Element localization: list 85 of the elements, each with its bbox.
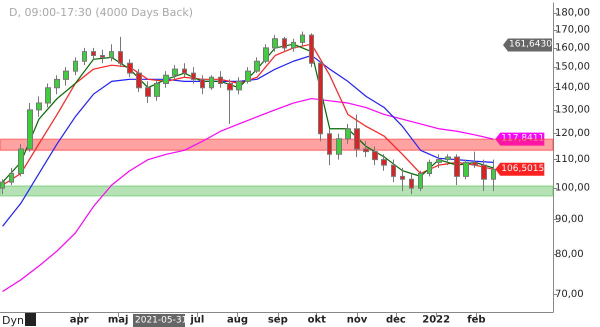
candlestick (318, 60, 323, 142)
candlestick (263, 44, 269, 64)
candlestick (372, 146, 378, 166)
x-tick-label: okt (308, 314, 326, 326)
candlestick (0, 178, 5, 195)
candlestick (381, 154, 387, 172)
candlestick (9, 167, 14, 186)
y-tick-label: 120,00 (555, 128, 590, 140)
y-tick-label: 110,00 (555, 154, 590, 166)
candlestick (172, 64, 178, 80)
candlestick (391, 159, 396, 183)
candlestick (309, 32, 314, 68)
y-tick-label: 130,00 (555, 104, 590, 116)
candlestick (491, 159, 496, 192)
candlestick (182, 62, 187, 78)
candlestick (63, 66, 69, 86)
data-label: 117,8411 (501, 134, 544, 144)
candlestick (409, 173, 414, 195)
candlestick (118, 36, 123, 68)
x-tick-label: nov (346, 314, 368, 326)
candlestick (481, 159, 487, 192)
line-series (2, 98, 494, 292)
candlestick (154, 78, 160, 102)
candlestick (218, 70, 223, 88)
candlestick (27, 102, 33, 152)
annotation: 161,6430 (509, 40, 552, 50)
y-tick-label: 90,00 (555, 214, 584, 225)
candlestick (400, 167, 405, 192)
candlestick (436, 154, 442, 168)
candlestick (100, 49, 105, 64)
candlestick (245, 66, 251, 84)
candlestick (73, 56, 78, 76)
candlestick (300, 31, 305, 47)
y-tick-label: 100,00 (555, 182, 590, 194)
candlestick (227, 78, 233, 124)
candlestick (463, 159, 469, 180)
candlestick (445, 154, 451, 166)
candlestick (145, 80, 151, 104)
candlestick (336, 133, 342, 160)
x-tick-label: dec (386, 314, 406, 326)
candlestick (18, 143, 24, 177)
data-label: 106,5015 (501, 164, 544, 174)
candlestick (91, 47, 96, 60)
candlestick (54, 74, 60, 95)
x-tick-label: apr (70, 314, 89, 326)
candlestick (109, 44, 114, 62)
y-tick-label: 140,00 (555, 82, 590, 94)
candlestick (345, 123, 351, 144)
y-tick-label: 70,00 (555, 288, 584, 300)
candlestick (272, 34, 278, 52)
y-tick-label: 160,00 (555, 42, 590, 54)
candlestick (36, 96, 42, 118)
line-series (2, 54, 494, 227)
x-tick-label: feb (467, 314, 486, 326)
candlestick (454, 154, 460, 186)
x-tick-label: 2022 (422, 314, 450, 326)
candlestick (82, 47, 87, 66)
x-tick-label: maj (108, 314, 128, 326)
y-tick-label: 80,00 (555, 249, 584, 260)
candlestick (363, 140, 369, 158)
y-tick-label: 150,00 (555, 62, 590, 73)
chart-title: D, 09:00-17:30 (4000 Days Back) (9, 6, 194, 19)
candlestick (354, 114, 360, 158)
candlestick (209, 74, 214, 90)
text: Dyn (2, 314, 24, 327)
candlestick (327, 128, 332, 166)
candlestick (191, 66, 196, 84)
x-tick-label: jul (189, 314, 204, 326)
candlestick (236, 76, 242, 95)
candlestick (127, 58, 133, 78)
candlestick (427, 159, 432, 177)
candlestick (136, 68, 142, 93)
candlestick (472, 151, 478, 168)
y-tick-label: 170,00 (555, 24, 590, 36)
x-tick-label: aug (227, 314, 248, 326)
candlestick (282, 36, 287, 52)
text: 2021-05-31 (135, 316, 188, 326)
candlestick (45, 83, 51, 108)
candlestick (163, 70, 169, 88)
y-tick-label: 180,00 (555, 7, 590, 18)
candlestick (200, 74, 205, 95)
x-tick-label: sep (268, 314, 288, 326)
candlestick (254, 56, 260, 74)
candlestick (418, 170, 423, 192)
candlestick (291, 38, 296, 52)
